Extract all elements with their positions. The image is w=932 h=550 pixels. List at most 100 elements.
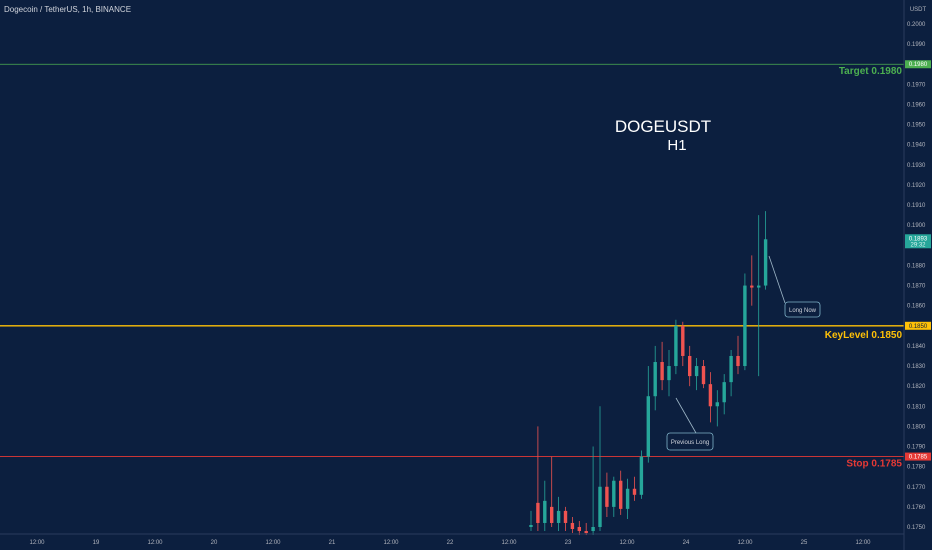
candle[interactable] xyxy=(632,476,637,501)
time-axis[interactable]: 12:00 19 12:00 20 12:00 21 12:00 22 12:00 23 12:00… xyxy=(0,533,904,546)
candle-layer xyxy=(529,211,768,536)
long-now-callout[interactable] xyxy=(784,301,821,318)
time-tick-label: 19 xyxy=(93,540,100,546)
candle[interactable] xyxy=(625,478,630,519)
price-tick-label: 0.1860 xyxy=(907,304,926,310)
candle-body xyxy=(653,362,657,397)
stop-level-label: Stop 0.1785 xyxy=(846,459,902,470)
price-tick-label: 0.1770 xyxy=(907,485,926,491)
candle[interactable] xyxy=(570,516,575,534)
price-tick-label: 0.1990 xyxy=(907,42,926,48)
previous-long-callout[interactable] xyxy=(666,432,714,451)
candle-body xyxy=(674,325,678,367)
price-tick-label: 0.1900 xyxy=(907,223,926,229)
time-tick-label: 24 xyxy=(683,540,690,546)
candle[interactable] xyxy=(598,406,602,532)
candle-body xyxy=(701,366,706,385)
candle[interactable] xyxy=(681,321,685,367)
candle[interactable] xyxy=(763,211,768,290)
candle[interactable] xyxy=(639,450,644,499)
chart-title-symbol: DOGEUSDT xyxy=(615,117,711,136)
candle[interactable] xyxy=(674,319,678,375)
time-tick-label: 20 xyxy=(211,540,218,546)
candle-body xyxy=(529,524,533,527)
candle[interactable] xyxy=(757,215,761,377)
candle[interactable] xyxy=(701,360,706,389)
candle[interactable] xyxy=(619,470,623,515)
price-tick-label: 0.1760 xyxy=(907,505,926,511)
candle-body xyxy=(715,402,719,407)
annotation-layer: Dogecoin / TetherUS, 1h, BINANCE DOGEUSD… xyxy=(4,5,821,451)
candle-body xyxy=(598,486,602,527)
candle[interactable] xyxy=(694,357,699,391)
current-price-text: 0.1893 xyxy=(909,236,928,242)
candle[interactable] xyxy=(750,255,754,306)
candle[interactable] xyxy=(729,349,733,397)
time-tick-label: 12:00 xyxy=(855,540,871,546)
time-tick-label: 12:00 xyxy=(383,540,399,546)
candle-body xyxy=(619,480,623,509)
price-tick-label: 0.1810 xyxy=(907,404,926,410)
candle[interactable] xyxy=(708,372,713,423)
candle[interactable] xyxy=(653,345,657,411)
price-tick-label: 0.1750 xyxy=(907,525,926,531)
price-tick-label: 0.1960 xyxy=(907,102,926,108)
candle[interactable] xyxy=(556,496,561,532)
candle-body xyxy=(550,506,554,523)
candle[interactable] xyxy=(612,476,616,517)
price-tick-label: 0.1940 xyxy=(907,143,926,149)
candle-body xyxy=(605,486,609,507)
candle-body xyxy=(722,382,726,403)
candle-body xyxy=(660,362,664,381)
stop-price-tag-text: 0.1785 xyxy=(909,455,928,461)
candle-body xyxy=(591,527,595,532)
candle-body xyxy=(639,456,644,495)
candle[interactable] xyxy=(736,335,740,375)
candle[interactable] xyxy=(550,456,554,527)
candle[interactable] xyxy=(667,349,671,397)
candle-body xyxy=(570,522,575,530)
level-layer: Target 0.1980 KeyLevel 0.1850 Stop 0.1785 xyxy=(0,63,904,470)
time-tick-label: 21 xyxy=(329,540,336,546)
time-tick-label: 23 xyxy=(565,540,572,546)
candle-body xyxy=(536,502,540,523)
previous-long-label: Previous Long xyxy=(671,440,709,446)
candle[interactable] xyxy=(584,522,588,536)
key-level-label: KeyLevel 0.1850 xyxy=(825,330,903,341)
candle[interactable] xyxy=(722,374,726,415)
time-tick-label: 12:00 xyxy=(501,540,517,546)
price-tick-label: 0.1800 xyxy=(907,424,926,430)
currency-label: USDT xyxy=(910,7,927,13)
candle[interactable] xyxy=(577,520,581,536)
candle[interactable] xyxy=(529,510,533,532)
current-price-tag xyxy=(905,234,931,249)
candle[interactable] xyxy=(591,446,595,536)
candle[interactable] xyxy=(605,472,609,517)
price-axis[interactable]: USDT 0.2000 0.1990 0.1980 0.1970 0.1960 0.195… xyxy=(903,0,932,550)
candle[interactable] xyxy=(563,506,568,532)
chart-title-timeframe: H1 xyxy=(667,137,686,154)
candle[interactable] xyxy=(715,390,719,427)
candle[interactable] xyxy=(660,341,664,391)
price-tick-label: 0.1970 xyxy=(907,82,926,88)
price-tick-label: 0.1930 xyxy=(907,163,926,169)
candle-body xyxy=(632,488,637,495)
candle[interactable] xyxy=(743,273,747,371)
candle[interactable] xyxy=(646,366,650,463)
time-tick-label: 12:00 xyxy=(265,540,281,546)
key-price-tag xyxy=(905,321,931,330)
price-tick-label: 0.1950 xyxy=(907,123,926,129)
target-level-label: Target 0.1980 xyxy=(839,66,903,77)
candle[interactable] xyxy=(543,480,547,532)
candle[interactable] xyxy=(688,345,692,387)
time-tick-label: 12:00 xyxy=(29,540,45,546)
price-tick-label: 0.1820 xyxy=(907,384,926,390)
price-tick-label: 0.1830 xyxy=(907,364,926,370)
candle[interactable] xyxy=(536,426,540,532)
price-tick-label: 0.2000 xyxy=(907,22,926,28)
target-price-tag-text: 0.1980 xyxy=(909,62,928,68)
candle-body xyxy=(625,488,630,509)
